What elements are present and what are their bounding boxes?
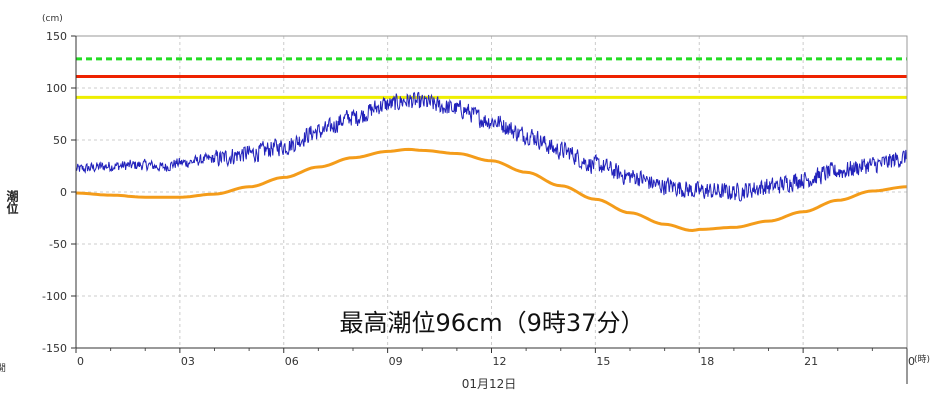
axes — [71, 35, 908, 384]
left-edge-text: 閒 — [0, 363, 6, 374]
series-0-line — [75, 91, 907, 202]
y-tick-label-6: -150 — [42, 342, 67, 355]
x-tick-label-8: 0 — [908, 355, 915, 368]
y-tick-label-0: 150 — [46, 30, 67, 43]
y-tick-label-1: 100 — [46, 82, 67, 95]
grid-lines — [76, 36, 907, 348]
x-tick-label-3: 09 — [389, 355, 403, 368]
y-tick-label-3: 0 — [60, 186, 67, 199]
x-tick-label-7: 21 — [804, 355, 818, 368]
x-unit-label: (時) — [914, 354, 930, 365]
y-unit-label: (cm) — [42, 14, 63, 24]
x-tick-label-1: 03 — [181, 355, 195, 368]
x-tick-label-4: 12 — [493, 355, 507, 368]
series-1-line — [75, 147, 908, 233]
x-tick-label-2: 06 — [285, 355, 299, 368]
series-lines — [75, 91, 908, 233]
x-tick-label-6: 18 — [700, 355, 714, 368]
y-tick-label-2: 50 — [53, 134, 67, 147]
y-axis-label: 潮位 — [5, 189, 19, 215]
x-tick-label-0: 0 — [77, 355, 84, 368]
tick-labels: 150 100 50 0 -50 -100 -150 0 03 06 09 12 15 18 21 0 — [42, 30, 915, 368]
y-tick-label-5: -100 — [42, 290, 67, 303]
reference-lines — [76, 57, 907, 99]
y-tick-label-4: -50 — [49, 238, 67, 251]
max-tide-annotation: 最高潮位96cm（9時37分） — [340, 309, 645, 337]
date-label: 01月12日 — [462, 377, 517, 391]
x-tick-label-5: 15 — [596, 355, 610, 368]
